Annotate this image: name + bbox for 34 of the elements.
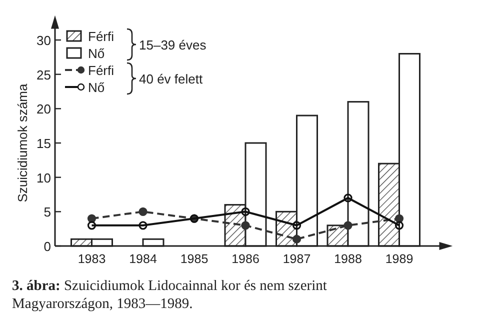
legend-label: Nő	[88, 80, 105, 95]
point	[344, 194, 352, 202]
y-tick-label: 20	[36, 102, 51, 117]
x-tick-label: 1988	[334, 252, 362, 266]
legend-label: Férfi	[88, 29, 114, 44]
y-tick-label: 25	[36, 67, 51, 82]
point	[292, 221, 302, 230]
y-tick-label: 5	[44, 204, 51, 220]
point	[241, 221, 250, 230]
legend-label: Férfi	[88, 63, 114, 78]
text: 3. ábra: Szuicidiumok Lidocainnal kor és nem szerint Magyarországon, 1983—1989.	[12, 278, 327, 312]
point	[344, 221, 352, 230]
point	[138, 221, 148, 230]
legend-label: Nő	[88, 46, 105, 61]
x-tick-label: 1989	[385, 252, 414, 266]
point	[292, 234, 302, 244]
y-tick-label: 15	[36, 136, 51, 151]
x-tick-label: 1986	[232, 252, 260, 266]
point	[241, 207, 250, 216]
x-tick-label: 1987	[282, 252, 311, 266]
y-tick-label: 10	[36, 170, 51, 186]
point	[87, 214, 96, 223]
point	[394, 221, 404, 230]
x-tick-label: 1984	[129, 252, 157, 266]
x-tick-label: 1985	[180, 252, 208, 266]
annotation: 40 év felett	[139, 72, 203, 86]
point	[138, 207, 148, 216]
point	[394, 214, 404, 223]
annotation: 15–39 éves	[139, 38, 207, 52]
point	[87, 221, 96, 230]
y-axis-title: Szuicidiumok száma	[15, 82, 30, 202]
y-tick-label: 0	[44, 239, 51, 254]
x-tick-label: 1983	[78, 252, 106, 266]
y-tick-label: 30	[36, 33, 51, 48]
